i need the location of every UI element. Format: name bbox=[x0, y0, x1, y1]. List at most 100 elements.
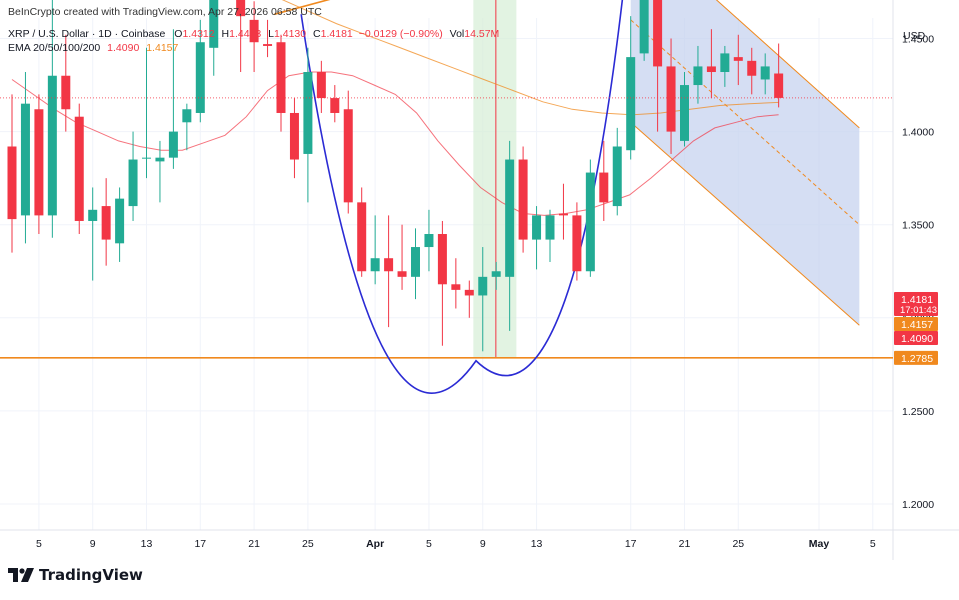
candle-body bbox=[612, 146, 622, 207]
candle-body bbox=[74, 116, 84, 221]
candle-body bbox=[464, 289, 474, 296]
candle-body bbox=[599, 172, 609, 203]
price-label-box bbox=[894, 331, 938, 345]
candle-body bbox=[343, 109, 353, 203]
change-value: −0.0129 (−0.90%) bbox=[358, 28, 443, 40]
candle-up bbox=[128, 131, 138, 221]
candle-body bbox=[47, 75, 57, 216]
channel-mid-line bbox=[630, 19, 860, 226]
candle-up bbox=[612, 127, 622, 216]
time-tick-label: 17 bbox=[625, 538, 637, 550]
candle-body bbox=[626, 57, 636, 151]
candle-up bbox=[209, 0, 219, 76]
candle-up bbox=[626, 16, 636, 160]
candle-body bbox=[680, 85, 689, 141]
channel-upper-line bbox=[715, 0, 860, 129]
candle-body bbox=[411, 247, 420, 277]
price-label-text: 1.4157 bbox=[901, 319, 933, 331]
candle-body bbox=[774, 73, 784, 98]
candle-up bbox=[639, 0, 649, 61]
candle-body bbox=[760, 66, 770, 80]
time-tick-label: 13 bbox=[531, 538, 543, 550]
candle-body bbox=[155, 157, 165, 162]
candles bbox=[7, 0, 784, 352]
candle-body bbox=[168, 131, 178, 158]
candle-body bbox=[182, 109, 192, 123]
candle-down bbox=[733, 34, 743, 86]
candle-down bbox=[316, 60, 326, 113]
candle-down bbox=[101, 178, 111, 266]
candle-body bbox=[747, 60, 757, 76]
candle-down bbox=[34, 94, 44, 235]
candle-body bbox=[437, 234, 447, 285]
candle-up bbox=[115, 187, 125, 262]
candle-up bbox=[505, 140, 515, 331]
close-label: C bbox=[313, 28, 321, 40]
candle-body bbox=[209, 0, 219, 48]
price-label-text: 1.4090 bbox=[901, 333, 933, 345]
candle-body bbox=[397, 271, 407, 277]
candle-body bbox=[249, 19, 259, 43]
time-tick-label: 25 bbox=[302, 538, 314, 550]
candle-up bbox=[491, 261, 501, 290]
candle-body bbox=[357, 202, 367, 272]
ema-legend[interactable]: EMA 20/50/100/200 1.4090 1.4157 bbox=[8, 42, 178, 54]
open-value: 1.4312 bbox=[182, 28, 215, 40]
candle-up bbox=[47, 0, 57, 238]
candle-up bbox=[478, 247, 488, 352]
time-tick-label: 5 bbox=[870, 538, 876, 550]
low-label: L bbox=[268, 28, 274, 40]
candle-up bbox=[155, 140, 165, 203]
candle-down bbox=[61, 34, 71, 132]
candle-up bbox=[168, 29, 178, 169]
price-tick-label: 1.3500 bbox=[902, 220, 934, 232]
price-axis: 1.20001.25001.30001.35001.40001.45001.50… bbox=[902, 34, 934, 512]
candle-body bbox=[558, 213, 568, 216]
candle-body bbox=[720, 53, 730, 73]
candle-down bbox=[236, 0, 246, 73]
candle-up bbox=[680, 72, 689, 147]
candle-up bbox=[532, 206, 542, 270]
candle-body bbox=[115, 198, 125, 244]
price-tick-label: 1.2500 bbox=[902, 406, 934, 418]
candle-body bbox=[505, 159, 515, 277]
candle-down bbox=[747, 47, 757, 95]
candle-up bbox=[411, 228, 420, 300]
price-label-text: 1.2785 bbox=[901, 353, 933, 365]
attribution-text: BeInCrypto created with TradingView.com,… bbox=[8, 6, 322, 18]
candle-up bbox=[720, 45, 730, 87]
time-tick-label: 5 bbox=[426, 538, 432, 550]
candle-body bbox=[20, 103, 30, 216]
ema20-line bbox=[11, 71, 779, 216]
candle-body bbox=[491, 271, 501, 277]
symbol-name[interactable]: XRP / U.S. Dollar · 1D · Coinbase bbox=[8, 28, 166, 40]
candle-body bbox=[424, 234, 434, 248]
high-value: 1.4473 bbox=[229, 28, 262, 40]
candle-down bbox=[653, 0, 663, 132]
close-value: 1.4181 bbox=[320, 28, 353, 40]
candle-down bbox=[357, 187, 367, 277]
candle-up bbox=[20, 72, 30, 244]
price-label-text: 1.4181 bbox=[901, 294, 933, 306]
candle-body bbox=[585, 172, 595, 272]
time-tick-label: 21 bbox=[679, 538, 691, 550]
candle-body bbox=[316, 72, 326, 99]
tradingview-logo-text: TradingView bbox=[39, 566, 143, 584]
candle-down bbox=[774, 43, 784, 108]
currency-label[interactable]: USD bbox=[903, 30, 926, 42]
high-label: H bbox=[221, 28, 230, 40]
candle-body bbox=[370, 258, 380, 272]
candle-down bbox=[276, 34, 286, 132]
candle-down bbox=[464, 280, 474, 318]
candle-down bbox=[599, 140, 609, 221]
candle-body bbox=[34, 109, 44, 216]
candle-up bbox=[585, 159, 595, 277]
candle-down bbox=[330, 85, 340, 123]
candle-down bbox=[74, 103, 84, 235]
time-tick-label: 17 bbox=[194, 538, 206, 550]
candle-body bbox=[545, 215, 555, 240]
tradingview-logo: TradingView bbox=[8, 566, 143, 584]
candle-up bbox=[142, 47, 151, 179]
candle-up bbox=[182, 103, 192, 151]
